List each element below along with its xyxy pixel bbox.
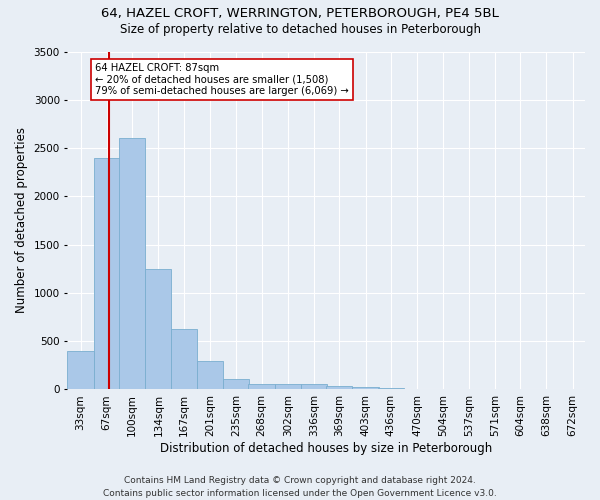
Bar [170, 328, 197, 390]
Bar [197, 362, 223, 390]
Bar [275, 384, 301, 390]
X-axis label: Distribution of detached houses by size in Peterborough: Distribution of detached houses by size … [160, 442, 493, 455]
Text: Size of property relative to detached houses in Peterborough: Size of property relative to detached ho… [119, 22, 481, 36]
Bar [326, 386, 352, 390]
Y-axis label: Number of detached properties: Number of detached properties [15, 128, 28, 314]
Text: Contains HM Land Registry data © Crown copyright and database right 2024.
Contai: Contains HM Land Registry data © Crown c… [103, 476, 497, 498]
Bar [94, 158, 120, 390]
Bar [378, 388, 404, 390]
Bar [223, 380, 249, 390]
Bar [301, 384, 327, 390]
Bar [67, 351, 94, 390]
Bar [119, 138, 145, 390]
Bar [145, 269, 172, 390]
Bar [352, 386, 379, 390]
Bar [248, 384, 275, 390]
Text: 64 HAZEL CROFT: 87sqm
← 20% of detached houses are smaller (1,508)
79% of semi-d: 64 HAZEL CROFT: 87sqm ← 20% of detached … [95, 63, 349, 96]
Text: 64, HAZEL CROFT, WERRINGTON, PETERBOROUGH, PE4 5BL: 64, HAZEL CROFT, WERRINGTON, PETERBOROUG… [101, 8, 499, 20]
